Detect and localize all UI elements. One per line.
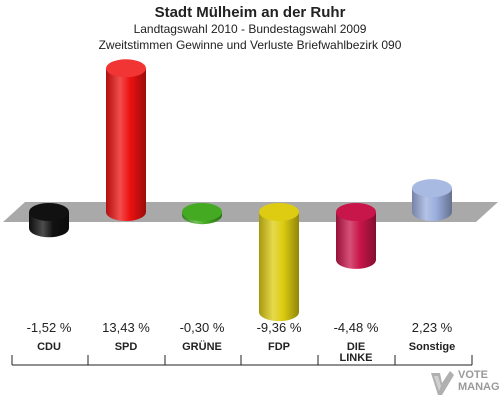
value-label: 13,43 % (102, 320, 150, 335)
value-label: -9,36 % (257, 320, 302, 335)
bar-sonstige (412, 179, 452, 221)
category-label: GRÜNE (182, 340, 222, 353)
chart-title: Stadt Mülheim an der Ruhr (154, 4, 346, 21)
category-label: FDP (268, 341, 290, 353)
bar-spd (106, 59, 146, 221)
category-label: Sonstige (409, 341, 455, 353)
bar-die-linke (336, 203, 376, 269)
vote-manager-logo: VOTE MANAGER (428, 368, 500, 398)
value-label: -4,48 % (334, 320, 379, 335)
category-label: CDU (37, 341, 61, 353)
bar-gr-ne (182, 203, 222, 225)
value-label: 2,23 % (412, 320, 453, 335)
logo-text-vote: VOTE (458, 369, 488, 381)
chart-subtitle-1: Landtagswahl 2010 - Bundestagswahl 2009 (133, 22, 367, 36)
value-label: -0,30 % (180, 320, 225, 335)
category-label: DIE LINKE (340, 341, 373, 364)
checkmark-icon (431, 371, 454, 395)
logo-text-manager: MANAGER (458, 381, 500, 393)
chart-subtitle-2: Zweitstimmen Gewinne und Verluste Briefw… (98, 38, 402, 52)
value-label: -1,52 % (27, 320, 72, 335)
bar-cdu (29, 203, 69, 238)
category-label: SPD (115, 341, 138, 353)
bar-fdp (259, 203, 299, 322)
